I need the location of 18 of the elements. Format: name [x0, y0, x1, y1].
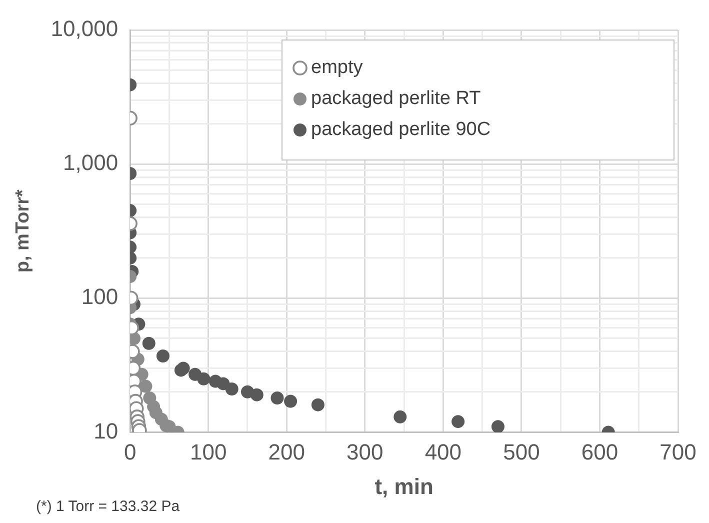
y-tick-label: 10,000	[50, 16, 118, 42]
legend-label: empty	[311, 57, 364, 78]
x-tick-label: 100	[190, 439, 227, 464]
legend-label: packaged perlite RT	[311, 88, 482, 110]
x-axis-title: t, min	[374, 474, 434, 499]
text: (*) 1 Torr = 133.32 Pa	[36, 498, 180, 515]
legend-label: packaged perlite 90C	[311, 119, 491, 140]
y-tick-label: 10	[94, 418, 118, 444]
x-tick-label: 400	[424, 439, 462, 464]
y-tick-label: 1,000	[63, 150, 118, 176]
x-tick-label: 300	[346, 439, 384, 464]
x-tick-label: 0	[124, 439, 136, 464]
x-tick-label: 500	[503, 439, 540, 464]
x-tick-label: 700	[660, 439, 696, 464]
x-tick-label: 600	[581, 439, 618, 464]
x-tick-label: 200	[268, 439, 305, 464]
y-axis-title: p, mTorr*	[12, 188, 34, 273]
y-tick-label: 100	[81, 284, 118, 310]
